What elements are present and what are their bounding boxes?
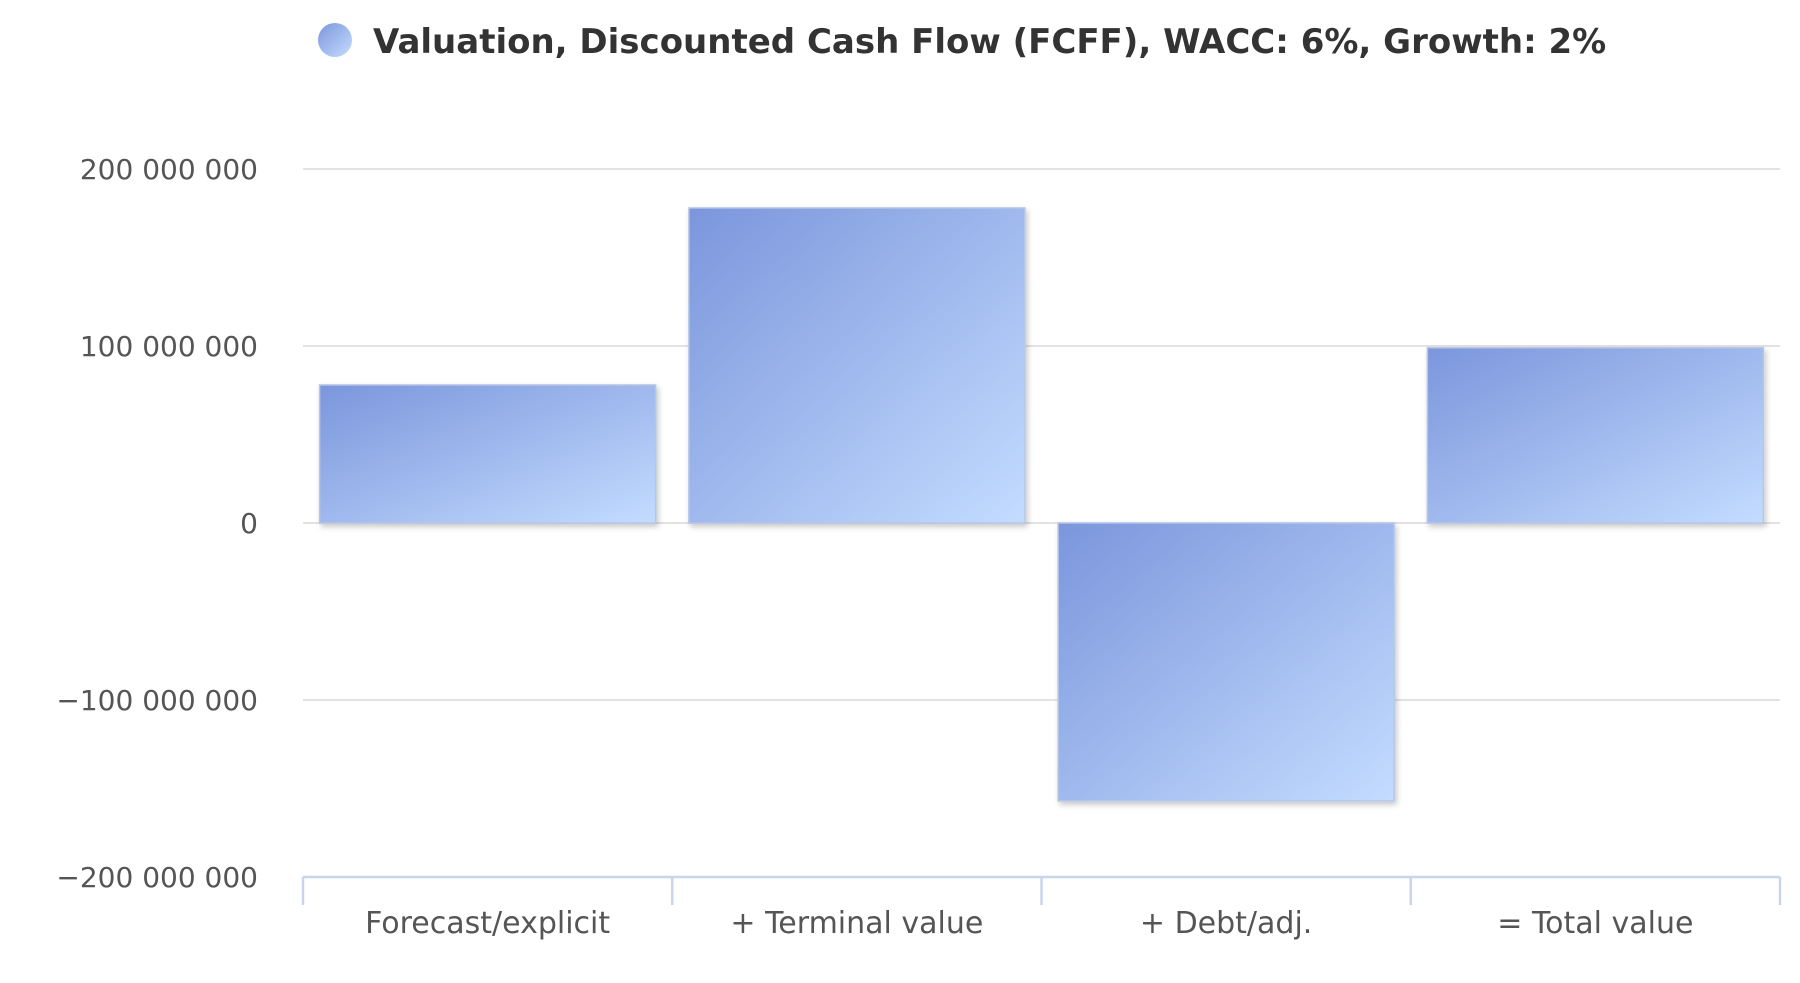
legend-label: Valuation, Discounted Cash Flow (FCFF), …	[373, 22, 1606, 62]
x-category-label: + Debt/adj.	[1140, 906, 1312, 941]
y-tick-label: −200 000 000	[56, 861, 258, 894]
y-tick-label: −100 000 000	[56, 684, 258, 717]
bar-2[interactable]	[688, 207, 1026, 524]
y-tick-label: 200 000 000	[80, 153, 258, 186]
x-category-label: Forecast/explicit	[365, 906, 610, 941]
y-axis-tick-labels: 200 000 000 100 000 000 0 −100 000 000 −200 …	[56, 153, 258, 894]
x-category-label: + Terminal value	[730, 906, 983, 941]
legend[interactable]: Valuation, Discounted Cash Flow (FCFF), …	[318, 22, 1606, 62]
bar-3[interactable]	[1057, 522, 1395, 802]
legend-marker	[318, 23, 352, 57]
x-axis: Forecast/explicit + Terminal value + Debt/…	[301, 875, 1782, 941]
bars	[318, 207, 1765, 802]
y-tick-label: 100 000 000	[80, 330, 258, 363]
bar-4[interactable]	[1426, 347, 1765, 524]
x-category-label: = Total value	[1497, 906, 1693, 941]
bar-1[interactable]	[318, 384, 657, 524]
y-tick-label: 0	[240, 507, 258, 540]
